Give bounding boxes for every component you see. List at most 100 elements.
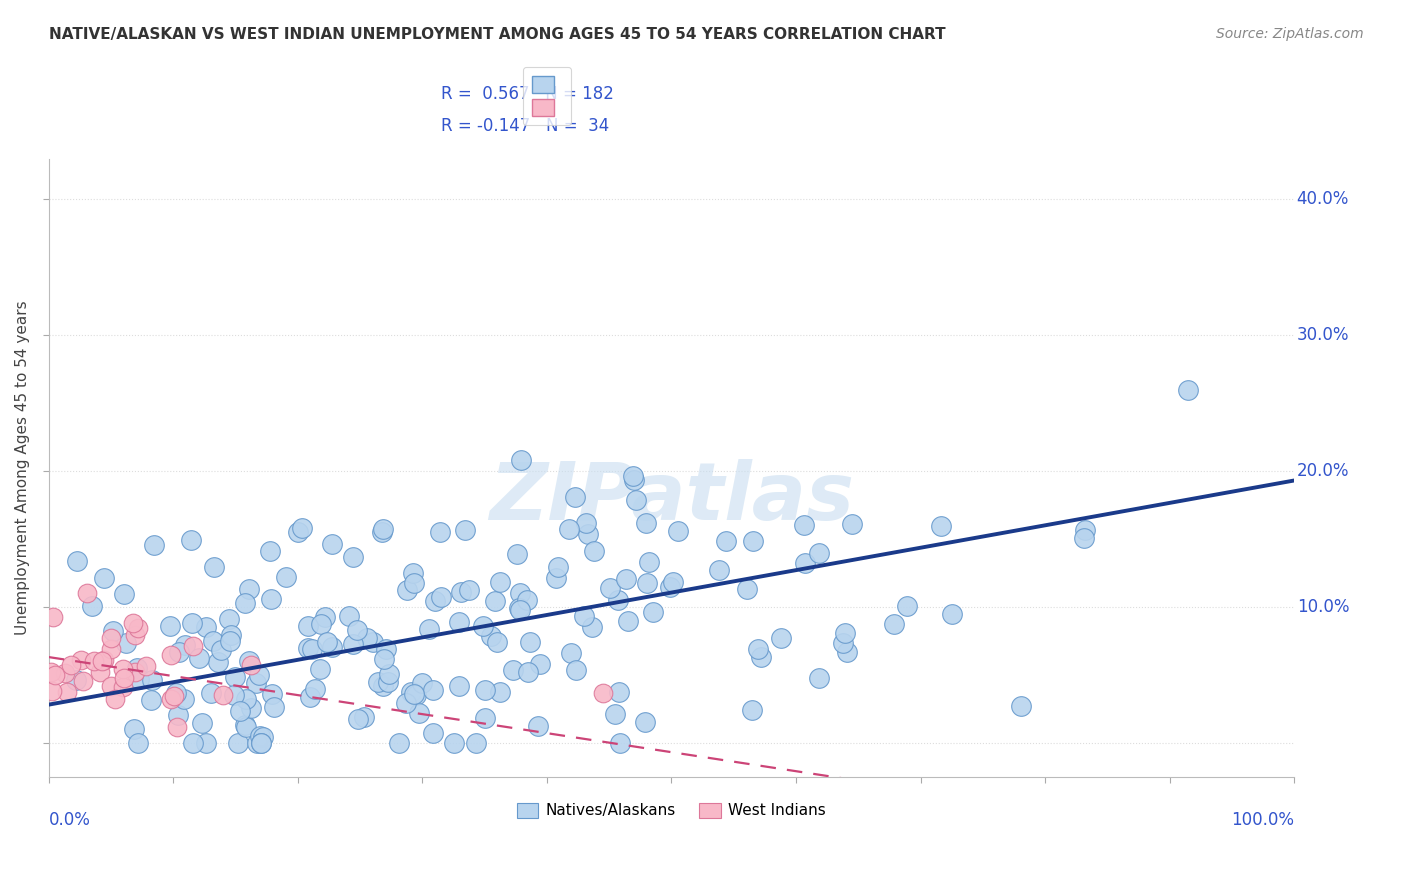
Point [609,736,631,750]
Point [749,649,772,664]
Point [93,653,115,667]
Point [582,544,605,558]
Point [337,608,360,623]
Point [111,662,134,676]
Point [135,658,157,673]
Point [387,736,409,750]
Point [502,663,524,677]
Point [509,603,531,617]
Point [239,657,262,672]
Point [634,715,657,730]
Point [641,605,664,619]
Point [173,692,195,706]
Point [484,594,506,608]
Point [321,537,343,551]
Point [429,524,451,539]
Point [200,686,222,700]
Point [599,581,621,595]
Point [166,707,188,722]
Point [127,736,149,750]
Point [378,666,401,681]
Point [247,668,270,682]
Point [190,715,212,730]
Point [66,554,89,568]
Point [450,584,472,599]
Point [509,586,531,600]
Point [353,709,375,723]
Point [160,648,183,662]
Point [246,736,269,750]
Point [449,615,471,630]
Point [769,631,792,645]
Point [841,517,863,532]
Point [76,585,98,599]
Point [519,635,541,649]
Point [408,706,430,720]
Point [373,522,395,536]
Point [181,736,204,750]
Point [617,615,640,629]
Point [402,576,425,591]
Point [557,522,579,536]
Point [405,688,427,702]
Point [321,640,343,654]
Point [160,692,183,706]
Point [547,559,569,574]
Point [250,736,273,750]
Point [1010,699,1032,714]
Point [72,673,94,688]
Point [122,722,145,736]
Point [100,641,122,656]
Point [395,583,418,598]
Point [741,703,763,717]
Point [195,620,218,634]
Point [315,635,337,649]
Point [304,682,326,697]
Point [794,557,817,571]
Text: NATIVE/ALASKAN VS WEST INDIAN UNEMPLOYMENT AMONG AGES 45 TO 54 YEARS CORRELATION: NATIVE/ALASKAN VS WEST INDIAN UNEMPLOYME… [49,27,946,42]
Point [564,490,586,504]
Text: 100.0%: 100.0% [1232,811,1294,829]
Point [218,612,240,626]
Text: Source: ZipAtlas.com: Source: ZipAtlas.com [1216,27,1364,41]
Point [565,663,588,677]
Point [621,468,644,483]
Legend: Natives/Alaskans, West Indians: Natives/Alaskans, West Indians [510,797,832,824]
Point [373,652,395,666]
Point [508,600,530,615]
Point [883,617,905,632]
Point [91,654,114,668]
Point [128,672,150,686]
Point [347,712,370,726]
Point [260,687,283,701]
Point [506,547,529,561]
Point [342,637,364,651]
Point [297,619,319,633]
Point [474,682,496,697]
Point [224,670,246,684]
Point [377,675,399,690]
Point [207,655,229,669]
Point [371,525,394,540]
Point [707,563,730,577]
Point [143,538,166,552]
Point [195,736,218,750]
Point [228,704,250,718]
Point [183,640,205,654]
Point [735,582,758,596]
Point [100,679,122,693]
Point [422,682,444,697]
Point [291,521,314,535]
Point [834,626,856,640]
Point [662,575,685,590]
Point [1177,384,1199,398]
Point [80,599,103,614]
Point [837,644,859,658]
Point [180,533,202,548]
Point [238,654,260,668]
Point [592,686,614,700]
Point [260,591,283,606]
Point [42,610,65,624]
Point [479,629,502,643]
Point [509,453,531,467]
